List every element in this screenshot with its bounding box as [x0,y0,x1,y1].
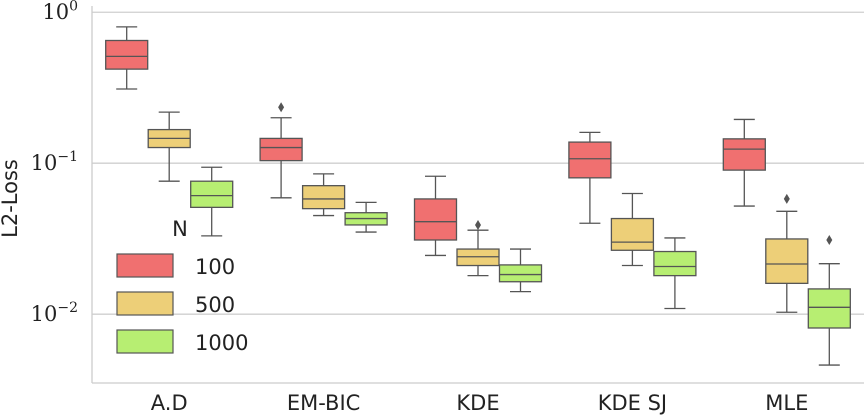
legend-swatch [116,291,174,316]
x-tick-label: KDE [456,391,499,415]
box-A.D-100 [105,26,149,90]
box-body [722,138,766,171]
y-tick-label: 10−2 [31,300,78,326]
box-KDE SJ-500 [610,192,655,267]
x-tick-label: MLE [765,391,808,415]
box-body [301,185,346,210]
outlier-point [475,219,481,230]
box-body [498,264,543,283]
box-A.D-500 [147,111,191,182]
box-MLE-100 [722,118,766,207]
box-KDE-1000 [498,248,543,293]
box-KDE SJ-1000 [653,237,697,310]
box-A.D-1000 [190,166,234,237]
legend-title: N [172,217,188,241]
box-KDE SJ-100 [568,131,612,224]
axes [91,6,864,384]
box-body [190,180,234,209]
legend-item: 100 [116,253,235,279]
outlier-point [783,193,790,204]
tick-labels: 100 10−1 10−2 L2-Loss A.D EM-BIC KDE KDE SJ MLE [0,0,808,415]
box-MLE-500 [765,193,809,313]
box-body [653,250,697,277]
box-KDE-500 [456,219,500,277]
outlier-point [826,234,833,245]
outlier-point [278,102,285,113]
plot-area [105,26,851,366]
box-EM-BIC-1000 [344,201,388,233]
legend-item: 1000 [116,329,248,355]
box-body [413,198,458,241]
box-body [568,141,612,179]
legend-label: 1000 [195,331,248,355]
y-tick-label: 10−1 [31,149,78,175]
legend-label: 500 [195,293,235,317]
box-MLE-1000 [807,234,851,366]
box-body [105,39,149,70]
x-tick-label: KDE SJ [598,391,667,415]
legend-swatch [116,329,174,354]
box-body [765,238,809,285]
legend-label: 100 [195,255,235,279]
y-tick-label: 100 [42,0,78,24]
box-EM-BIC-100 [259,102,303,199]
y-axis-label: L2-Loss [0,159,22,238]
box-body [610,217,655,251]
legend-item: 500 [116,291,235,317]
x-tick-label: EM-BIC [287,391,360,415]
box-body [807,288,851,329]
legend: N 100 500 1000 [116,217,248,355]
x-tick-label: A.D [151,391,188,415]
box-body [259,137,303,162]
box-EM-BIC-500 [301,173,346,217]
box-KDE-100 [413,175,458,257]
legend-swatch [116,253,174,278]
